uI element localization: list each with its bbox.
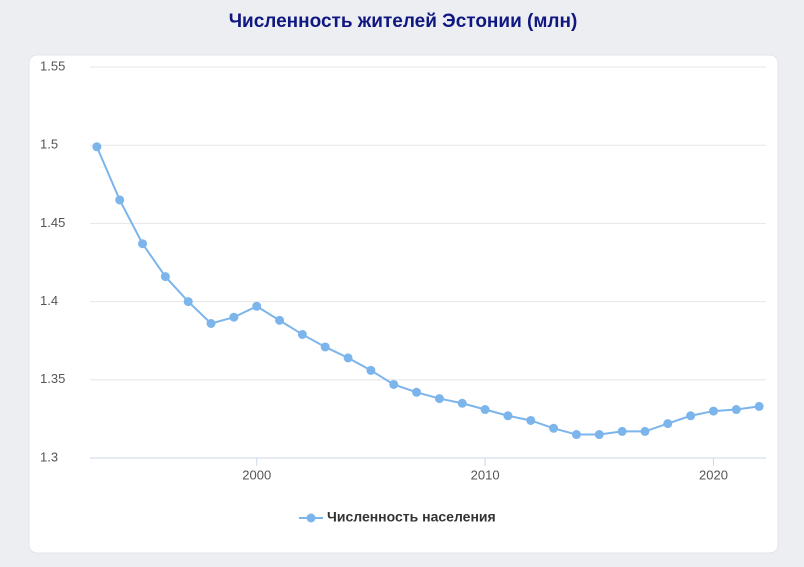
y-tick-label: 1.3 [40, 449, 58, 464]
point [183, 297, 193, 307]
point [571, 430, 581, 440]
point [503, 411, 513, 421]
y-tick-label: 1.45 [40, 215, 65, 230]
point [229, 312, 239, 322]
point [686, 411, 696, 421]
point [412, 387, 422, 397]
point [480, 405, 490, 415]
x-tick-label: 2010 [471, 467, 500, 482]
point [389, 379, 399, 389]
point [731, 405, 741, 415]
point [708, 406, 718, 416]
point [252, 301, 262, 311]
point [549, 423, 559, 433]
point [434, 394, 444, 404]
point [320, 342, 330, 352]
y-tick-label: 1.35 [40, 371, 65, 386]
point [640, 426, 650, 436]
point [115, 195, 125, 205]
chart-card [28, 54, 779, 554]
point [594, 430, 604, 440]
point [92, 142, 102, 152]
point [663, 419, 673, 429]
point [206, 318, 216, 328]
point [138, 239, 148, 249]
chart-title: Численность жителей Эстонии (млн) [229, 11, 578, 32]
legend-label: Численность населения [327, 509, 496, 525]
point [457, 398, 467, 408]
point [343, 353, 353, 363]
point [754, 401, 764, 411]
point [617, 426, 627, 436]
legend-marker [306, 513, 316, 523]
x-tick-label: 2000 [242, 467, 271, 482]
point [160, 272, 170, 282]
point [275, 315, 285, 325]
x-tick-label: 2020 [699, 467, 728, 482]
y-tick-label: 1.4 [40, 293, 58, 308]
point [366, 365, 376, 375]
y-tick-label: 1.55 [40, 58, 65, 73]
point [297, 329, 307, 339]
y-tick-label: 1.5 [40, 137, 58, 152]
point [526, 415, 536, 425]
